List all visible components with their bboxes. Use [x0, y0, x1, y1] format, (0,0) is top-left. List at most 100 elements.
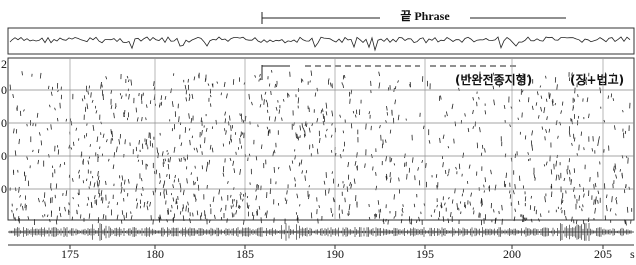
spectral-dash [323, 109, 324, 112]
spectral-dash [172, 205, 173, 208]
x-tick-label: 175 [61, 247, 79, 261]
spectral-dash [126, 213, 127, 219]
spectral-dash [12, 210, 13, 213]
spectral-dash [10, 85, 11, 91]
spectral-dash [318, 219, 319, 224]
spectral-dash [163, 185, 164, 188]
spectral-dash [101, 85, 102, 89]
spectral-dash [373, 167, 374, 171]
spectral-dash [590, 177, 591, 182]
spectral-dash [522, 215, 523, 218]
spectral-dash [454, 139, 455, 144]
spectral-dash [345, 198, 346, 203]
spectral-dash [184, 157, 185, 160]
spectral-dash [180, 211, 181, 214]
spectral-dash [103, 198, 104, 204]
spectral-dash [229, 122, 230, 126]
spectrogram-figure: 끝 Phrase (반완전종지형) (징+법고) 175180185190195… [0, 0, 636, 261]
spectral-dash [98, 217, 99, 223]
spectral-dash [155, 188, 156, 193]
spectral-dash [195, 166, 196, 169]
spectral-dash [403, 204, 404, 207]
spectral-dash [578, 94, 579, 97]
spectral-dash [366, 124, 367, 130]
spectral-dash [150, 100, 151, 104]
spectral-dash [269, 116, 270, 120]
spectral-dash [388, 220, 389, 225]
spectral-dash [233, 79, 234, 85]
spectral-dash [376, 172, 377, 176]
spectral-dash [188, 79, 189, 83]
spectral-dash [236, 152, 237, 155]
spectral-dash [258, 125, 259, 128]
spectral-dash [109, 201, 110, 204]
spectral-dash [56, 184, 57, 189]
spectral-dash [175, 147, 176, 150]
spectral-dash [545, 136, 546, 140]
spectral-dash [300, 204, 301, 206]
spectral-dash [27, 124, 28, 126]
spectral-dash [562, 102, 563, 106]
spectral-dash [394, 194, 395, 199]
spectral-dash [15, 217, 16, 220]
y-tick-label: 2 [1, 57, 7, 71]
spectral-dash [519, 176, 520, 181]
spectral-dash [482, 145, 483, 149]
spectral-dash [584, 147, 585, 150]
spectral-dash [121, 220, 122, 224]
spectral-dash [580, 184, 581, 187]
spectral-dash [38, 149, 39, 153]
spectral-dash [614, 169, 615, 172]
spectral-dash [499, 211, 500, 214]
spectral-dash [544, 164, 545, 166]
spectral-dash [58, 149, 59, 154]
spectral-dash [176, 199, 177, 205]
spectral-dash [152, 143, 153, 147]
spectral-dash [581, 132, 582, 136]
spectral-dash [100, 147, 101, 149]
x-tick-label: 205 [594, 247, 612, 261]
spectral-dash [267, 110, 268, 113]
x-tick-label: 200 [503, 247, 521, 261]
spectral-dash [332, 214, 333, 217]
spectral-dash [89, 86, 90, 89]
spectral-dash [56, 220, 57, 225]
spectral-dash [484, 185, 485, 188]
annotation: (징+법고) [570, 72, 624, 87]
x-tick-label: 180 [146, 247, 164, 261]
spectral-dash [222, 197, 223, 201]
spectral-dash [436, 174, 437, 178]
spectral-dash [541, 214, 542, 218]
spectral-dash [567, 169, 568, 174]
spectral-dash [583, 204, 584, 207]
y-tick-label: 0 [1, 83, 7, 97]
spectral-dash [69, 203, 70, 206]
spectral-dash [387, 112, 388, 115]
y-tick-label: 0 [1, 182, 7, 196]
spectral-dash [41, 140, 42, 145]
spectral-dash [379, 213, 380, 218]
spectral-dash [198, 185, 199, 191]
spectral-dash [306, 170, 307, 173]
spectral-dash [287, 93, 288, 98]
x-tick-label: 190 [326, 247, 344, 261]
spectral-dash [193, 213, 194, 217]
spectral-dash [625, 131, 626, 134]
spectral-dash [457, 203, 458, 207]
spectral-dash [141, 95, 142, 101]
x-tick-label: 185 [236, 247, 254, 261]
spectral-dash [343, 131, 344, 134]
spectral-dash [205, 78, 206, 82]
spectral-dash [575, 195, 576, 199]
spectral-dash [231, 205, 232, 208]
spectral-dash [311, 213, 312, 219]
spectral-dash [271, 91, 272, 95]
spectral-dash [631, 220, 632, 224]
spectral-dash [57, 216, 58, 221]
x-tick-label: 195 [416, 247, 434, 261]
y-tick-label: 0 [1, 116, 7, 130]
phrase-label: 끝 Phrase [400, 9, 450, 23]
spectral-dash [329, 78, 330, 81]
spectral-dash [174, 150, 175, 153]
spectral-dash [33, 123, 34, 126]
